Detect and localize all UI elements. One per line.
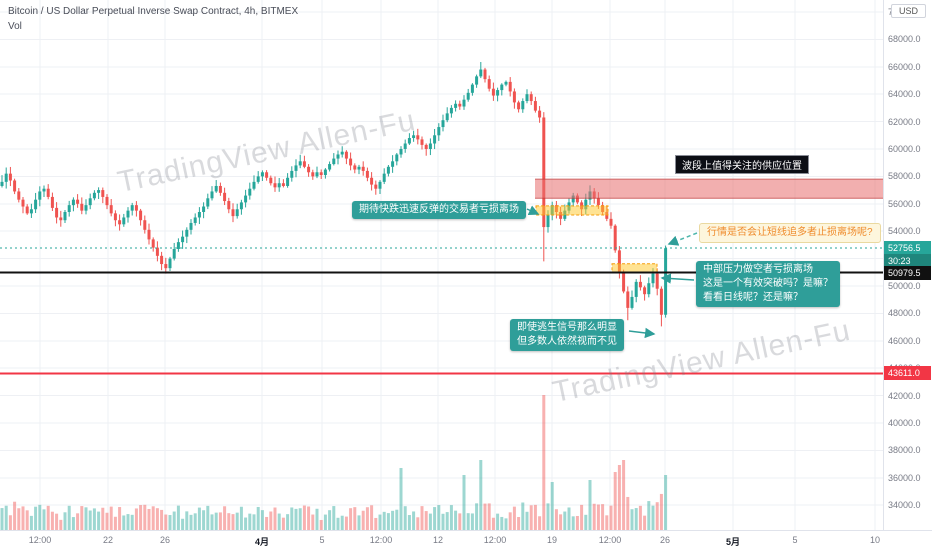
annotation-bounce-traders[interactable]: 期待快跌迅速反弹的交易者亏损离场 [352, 201, 526, 219]
volume-indicator-label[interactable]: Vol [8, 21, 22, 32]
price-axis-label: 58000.0 [888, 171, 921, 182]
price-axis-label: 56000.0 [888, 198, 921, 209]
price-axis-label: 62000.0 [888, 116, 921, 127]
time-axis-label: 5 [319, 535, 325, 545]
price-axis-label: 68000.0 [888, 34, 921, 45]
price-axis[interactable]: 52756.5 30:23 50979.5 43611.0 70000.0680… [883, 0, 932, 530]
annotation-supply-zone-label[interactable]: 波段上值得关注的供应位置 [675, 155, 809, 174]
annotation-escape-signal[interactable]: 即使逃生信号那么明显 但多数人依然视而不见 [510, 319, 624, 351]
bar-countdown-label: 30:23 [884, 254, 931, 269]
time-axis-label: 22 [102, 535, 114, 545]
annotation-line: 这是一个有效突破吗？是嘛？ [703, 278, 833, 289]
annotation-line: 看看日线呢？还是嘛？ [703, 292, 803, 303]
price-axis-label: 50000.0 [888, 280, 921, 291]
price-axis-label: 60000.0 [888, 143, 921, 154]
time-axis-label: 12:00 [369, 535, 393, 545]
price-axis-label: 40000.0 [888, 417, 921, 428]
price-axis-label: 54000.0 [888, 226, 921, 237]
chart-legend: Bitcoin / US Dollar Perpetual Inverse Sw… [8, 6, 298, 32]
price-axis-label: 48000.0 [888, 308, 921, 319]
annotation-mid-pressure[interactable]: 中部压力做空者亏损离场 这是一个有效突破吗？是嘛？ 看看日线呢？还是嘛？ [696, 261, 840, 307]
price-axis-label: 36000.0 [888, 472, 921, 483]
time-axis-label: 26 [659, 535, 671, 545]
time-axis-label: 12 [432, 535, 444, 545]
annotation-stoploss-question[interactable]: 行情是否会让短线追多者止损离场呢? [699, 223, 881, 243]
black-level-price-label: 50979.5 [884, 265, 931, 280]
time-axis-label: 12:00 [598, 535, 622, 545]
currency-toggle-button[interactable]: USD [890, 4, 926, 18]
time-axis-label: 4月 [254, 537, 270, 547]
price-axis-label: 38000.0 [888, 445, 921, 456]
price-axis-label: 64000.0 [888, 89, 921, 100]
candles [0, 62, 668, 327]
time-axis-label: 12:00 [28, 535, 52, 545]
price-axis-label: 42000.0 [888, 390, 921, 401]
price-axis-label: 46000.0 [888, 335, 921, 346]
annotation-line: 但多数人依然视而不见 [517, 336, 617, 347]
price-axis-label: 66000.0 [888, 61, 921, 72]
time-axis-label: 10 [869, 535, 881, 545]
time-axis-label: 19 [546, 535, 558, 545]
time-axis-label: 26 [159, 535, 171, 545]
price-axis-label: 34000.0 [888, 500, 921, 511]
current-price-label: 52756.5 [884, 241, 931, 256]
chart-pane[interactable]: TradingView Allen-Fu TradingView Allen-F… [0, 0, 884, 530]
symbol-title[interactable]: Bitcoin / US Dollar Perpetual Inverse Sw… [8, 6, 299, 17]
time-axis-label: 5 [792, 535, 798, 545]
annotation-line: 即使逃生信号那么明显 [517, 322, 617, 333]
time-axis-label: 5月 [725, 537, 741, 547]
annotation-arrows [526, 205, 698, 339]
red-level-price-label: 43611.0 [884, 366, 931, 381]
time-axis-label: 12:00 [483, 535, 507, 545]
annotation-line: 中部压力做空者亏损离场 [703, 264, 813, 275]
volume-bars [0, 395, 668, 530]
time-axis[interactable]: 12:00 22 26 4月 5 12:00 12 12:00 19 12:00 26 5月 5 10 [0, 530, 932, 550]
